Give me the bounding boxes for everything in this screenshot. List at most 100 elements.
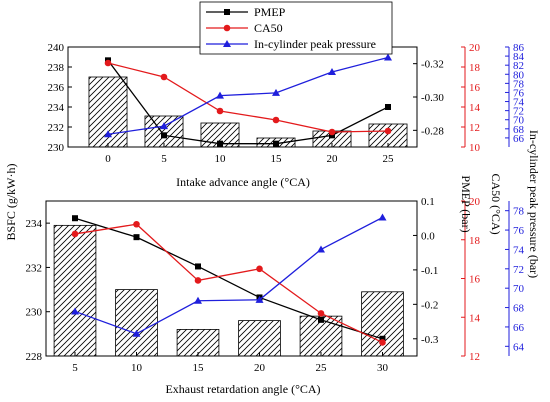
x-axis-label: Exhaust retardation angle (°CA) (165, 382, 320, 396)
data-point (328, 68, 336, 75)
data-point (272, 116, 280, 124)
legend-label: CA50 (254, 21, 283, 35)
triangle-marker-icon (223, 40, 231, 47)
square-marker-icon (224, 9, 230, 15)
tick-label: 80 (513, 69, 525, 81)
ca50-axis-label: CA50 (°CA) (489, 173, 503, 234)
bsfc-bar (238, 320, 281, 357)
tick-label: 72 (513, 106, 524, 118)
tick-label: 20 (254, 362, 266, 374)
tick-label: 82 (513, 60, 524, 72)
tick-label: -0.32 (421, 59, 444, 71)
legend: PMEP CA50 In-cylinder peak pressure (199, 1, 393, 55)
tick-label: 240 (48, 42, 65, 54)
tick-label: 66 (513, 322, 525, 334)
tick-label: 236 (48, 82, 65, 94)
tick-label: 25 (316, 362, 328, 374)
tick-label: 238 (48, 62, 65, 74)
tick-label: 20 (469, 196, 481, 208)
series-line-peak (107, 56, 389, 135)
tick-label: 16 (469, 274, 481, 286)
tick-label: 86 (513, 42, 525, 54)
tick-label: 72 (513, 264, 524, 276)
data-point (194, 296, 202, 304)
data-point (104, 130, 112, 138)
series-line-peak (74, 216, 383, 335)
series-lines (71, 213, 387, 346)
data-point (160, 73, 168, 81)
tick-label: 68 (513, 303, 525, 315)
tick-label: 76 (513, 87, 525, 99)
data-point (71, 307, 79, 315)
data-point (160, 122, 168, 130)
legend-label: PMEP (254, 5, 286, 19)
bsfc-axis: 228 230 232 234 (26, 218, 50, 363)
data-point (272, 88, 280, 96)
tick-label: 66 (513, 133, 525, 145)
tick-label: 234 (48, 102, 65, 114)
tick-label: 232 (48, 122, 65, 134)
data-point (384, 53, 392, 61)
tick-label: 12 (469, 351, 480, 363)
bsfc-axis-label: BSFC (g/kW·h) (4, 163, 18, 240)
tick-label: 74 (513, 97, 525, 109)
tick-label: 64 (513, 341, 525, 353)
tick-label: -0.3 (421, 334, 439, 346)
bsfc-bars (53, 224, 404, 357)
pmep-axis: -0.28 -0.30 -0.32 (413, 59, 444, 137)
peak-pressure-axis-label: In-cylinder peak pressure (bar) (527, 130, 541, 278)
tick-label: 70 (513, 115, 525, 127)
data-point (317, 310, 325, 317)
data-point (328, 128, 336, 136)
tick-label: 20 (469, 42, 481, 54)
series-line-ca50 (74, 223, 383, 344)
tick-label: 68 (513, 124, 525, 136)
bsfc-bar (115, 289, 158, 357)
tick-label: 228 (26, 351, 43, 363)
data-point (104, 59, 112, 67)
legend-item-peak-pressure: In-cylinder peak pressure (206, 37, 376, 51)
data-point (161, 132, 167, 139)
tick-label: 10 (469, 142, 481, 154)
tick-label: 74 (513, 244, 525, 256)
data-point (378, 213, 387, 221)
tick-label: 30 (377, 362, 389, 374)
tick-label: 16 (469, 82, 481, 94)
peak-pressure-axis: 64 66 68 70 72 74 76 78 (505, 201, 525, 356)
circle-marker-icon (223, 24, 231, 32)
tick-label: -0.2 (421, 299, 438, 311)
data-point (216, 91, 224, 99)
plot-frame (45, 200, 418, 357)
data-point (255, 295, 264, 303)
tick-label: 5 (161, 153, 167, 165)
data-point (317, 245, 325, 253)
data-point (216, 107, 224, 115)
data-point (256, 265, 263, 273)
tick-label: 232 (26, 262, 43, 274)
legend-item-ca50: CA50 (206, 21, 283, 35)
legend-item-pmep: PMEP (206, 5, 286, 19)
x-axis: 5 10 15 20 25 30 (72, 352, 389, 374)
x-axis: 0 5 10 15 20 25 (105, 143, 394, 165)
tick-label: 76 (513, 225, 525, 237)
tick-label: 14 (469, 312, 481, 324)
tick-label: 230 (48, 142, 65, 154)
tick-label: -0.1 (421, 265, 438, 277)
series-line-ca50 (107, 62, 389, 133)
pmep-axis-label: PMEP (bar) (459, 175, 473, 232)
data-point (379, 335, 386, 342)
tick-label: 18 (469, 235, 481, 247)
series-lines (104, 53, 392, 147)
tick-label: 15 (193, 362, 205, 374)
tick-label: 10 (131, 362, 143, 374)
data-point (318, 316, 324, 323)
tick-label: 0 (105, 153, 111, 165)
tick-label: 78 (513, 78, 525, 90)
bsfc-bar (361, 291, 404, 357)
series-line-pmep (107, 59, 389, 145)
tick-label: 84 (513, 51, 525, 63)
tick-label: 12 (469, 122, 480, 134)
panel-intake: 230 232 234 236 238 240 -0.28-0.30-0.32 10 12 1… (48, 42, 525, 189)
tick-label: 20 (327, 153, 339, 165)
